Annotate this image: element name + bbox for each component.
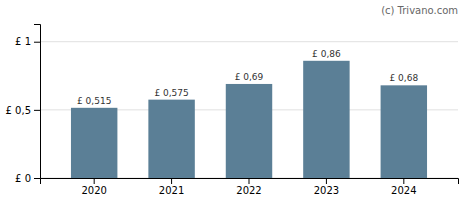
x-tick-label: 2022 [236,185,261,196]
data-label: £ 0,515 [77,96,111,106]
data-label: £ 0,68 [389,73,418,83]
y-tick: £ 0 [15,173,40,184]
x-axis: 2020 2021 2022 2023 2024 [41,178,459,196]
x-tick-mark [94,178,95,184]
x-tick: 2024 [391,178,416,196]
grid-line [40,41,458,42]
watermark: (c) Trivano.com [381,5,458,16]
bar [226,84,272,178]
y-tick-label: £ 0 [15,173,31,184]
plot: £ 0£ 0,5£ 120202021202220232024£ 0,515£ … [6,25,459,197]
y-axis: £ 0 £ 0,5 £ 1 [6,25,41,184]
bars [71,61,427,178]
y-tick-mark [34,110,40,111]
y-tick-label: £ 1 [15,36,31,47]
bar [381,85,427,178]
x-tick-label: 2024 [391,185,416,196]
x-axis-line [41,179,459,185]
bar [148,100,194,178]
x-tick-mark [403,178,404,184]
x-tick-label: 2020 [81,185,106,196]
data-label: £ 0,69 [235,72,264,82]
x-tick-label: 2021 [159,185,184,196]
y-tick: £ 1 [15,36,40,47]
x-tick: 2023 [314,178,339,196]
x-tick-mark [326,178,327,184]
y-tick-label: £ 0,5 [6,105,31,116]
data-label: £ 0,575 [154,88,188,98]
y-tick-mark [34,178,40,179]
x-tick-mark [249,178,250,184]
bar [71,108,117,178]
annotations: (c) Trivano.com [381,5,458,16]
x-tick-label: 2023 [314,185,339,196]
grid [40,42,458,178]
y-axis-line [34,25,41,179]
x-tick: 2022 [236,178,261,196]
y-tick-mark [34,42,40,43]
data-labels: £ 0,515 £ 0,575 £ 0,69 £ 0,86 £ 0,68 [77,49,418,106]
y-tick: £ 0,5 [6,105,40,116]
bar [303,61,349,178]
chart: £ 0£ 0,5£ 120202021202220232024£ 0,515£ … [0,0,470,200]
x-tick-mark [171,178,172,184]
data-label: £ 0,86 [312,49,341,59]
x-tick: 2020 [81,178,106,196]
x-tick: 2021 [159,178,184,196]
